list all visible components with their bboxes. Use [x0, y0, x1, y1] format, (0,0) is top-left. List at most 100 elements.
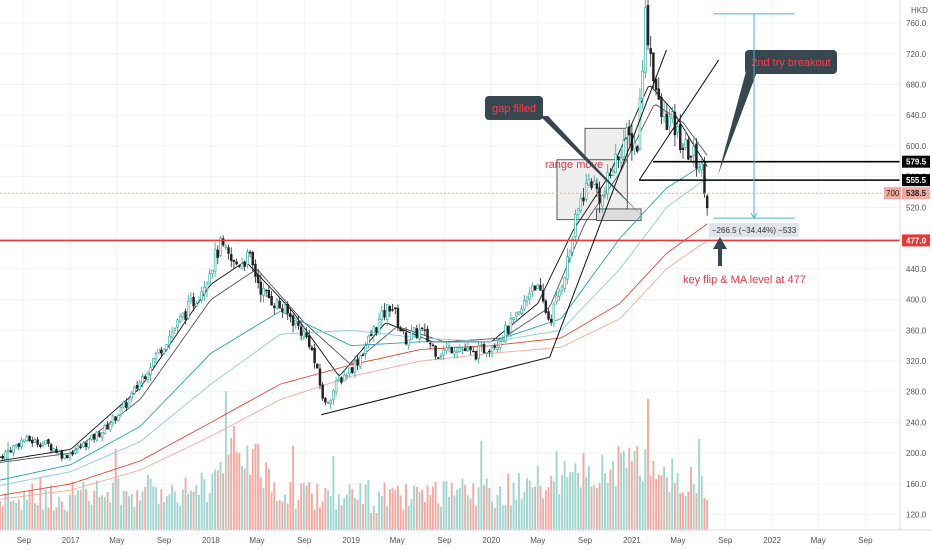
volume-bar — [426, 485, 429, 530]
volume-bar — [343, 497, 346, 530]
volume-bar — [265, 462, 268, 530]
volume-bar — [353, 497, 356, 530]
volume-bar — [405, 484, 407, 530]
volume-bar — [512, 482, 515, 530]
candle-body — [267, 289, 271, 299]
volume-bar — [641, 481, 644, 530]
candle-body — [243, 262, 246, 267]
time-tick-label: May — [670, 536, 685, 545]
candle-body — [203, 286, 206, 295]
candle-body — [396, 307, 400, 328]
volume-bar — [625, 467, 628, 530]
volume-bar — [200, 472, 203, 530]
volume-bar — [348, 484, 351, 530]
volume-bar — [359, 483, 362, 530]
volume-bar — [206, 502, 208, 530]
annotation-layer: range move gap filled 2nd try breakout k… — [485, 50, 837, 286]
moving-average-line — [0, 240, 708, 500]
moving-average-line — [0, 223, 708, 496]
volume-bar — [71, 481, 74, 530]
candle-body — [165, 344, 168, 350]
volume-bar — [652, 460, 655, 530]
volume-bar — [660, 475, 663, 530]
candle-body — [264, 289, 268, 292]
volume-bar — [579, 487, 582, 530]
volume-bar — [391, 487, 394, 530]
volume-bar — [464, 484, 467, 530]
candle-body — [278, 300, 281, 309]
candle-body — [547, 311, 550, 320]
candle-body — [106, 424, 109, 430]
candle-body — [334, 380, 338, 393]
candle-body — [598, 187, 601, 204]
candle-body — [383, 310, 386, 318]
candle-body — [364, 345, 367, 355]
candle-body — [700, 163, 704, 171]
candle-body — [609, 174, 612, 176]
volume-bar — [128, 496, 131, 530]
candle-body — [348, 367, 351, 375]
volume-bar — [383, 482, 386, 530]
volume-bar — [55, 507, 58, 530]
candle-body — [240, 263, 244, 269]
volume-bar — [604, 473, 606, 530]
volume-bar — [44, 489, 47, 530]
volume-bar — [192, 491, 195, 530]
volume-bar — [703, 497, 706, 530]
candle-body — [1, 455, 4, 459]
candle-body — [380, 310, 384, 321]
volume-bar — [485, 478, 488, 530]
candle-body — [324, 397, 327, 403]
candle-body — [536, 284, 540, 290]
candle-body — [549, 318, 553, 323]
volume-bar — [466, 495, 469, 530]
price-tick-label: 360.0 — [906, 326, 927, 335]
volume-bar — [550, 475, 553, 530]
volume-bar — [698, 439, 701, 530]
volume-bar — [321, 501, 324, 530]
candle-body — [184, 311, 187, 320]
volume-bar — [671, 458, 674, 530]
candle-body — [251, 252, 254, 266]
candle-body — [541, 289, 545, 302]
volume-bar — [289, 481, 292, 530]
candle-body — [552, 303, 556, 325]
time-tick-label: May — [811, 536, 826, 545]
candle-body — [192, 297, 195, 307]
volume-bar — [593, 484, 596, 530]
volume-bar — [518, 473, 520, 530]
measure-tool: −266.5 (−34.44%) −533 — [709, 13, 800, 238]
candle-body — [423, 329, 427, 331]
candle-body — [329, 399, 332, 405]
volume-bar — [267, 468, 270, 530]
price-tick-label: 280.0 — [906, 388, 927, 397]
candle-body — [568, 251, 572, 259]
time-tick-label: May — [390, 536, 405, 545]
candle-body — [654, 79, 658, 90]
volume-bar — [310, 493, 313, 530]
candle-body — [262, 288, 265, 296]
candle-body — [122, 401, 125, 408]
volume-bar — [496, 494, 499, 530]
volume-bar — [692, 484, 695, 530]
measure-arrow-icon — [750, 212, 758, 220]
candle-body — [310, 347, 314, 351]
volume-bar — [423, 501, 426, 530]
volume-bar — [7, 441, 10, 530]
volume-bar — [146, 474, 149, 530]
candle-body — [49, 444, 53, 451]
volume-bar — [95, 480, 98, 530]
volume-bar — [109, 502, 112, 530]
volume-bar — [294, 508, 297, 530]
volume-bar — [286, 503, 289, 530]
volume-bar — [42, 509, 44, 530]
candle-body — [439, 355, 443, 358]
candle-body — [665, 113, 669, 130]
volume-bar — [47, 507, 50, 530]
volume-bar — [141, 491, 144, 530]
price-label-text: 579.5 — [906, 158, 927, 167]
volume-bar — [555, 451, 558, 530]
candle-body — [227, 247, 230, 254]
candle-body — [512, 317, 515, 320]
